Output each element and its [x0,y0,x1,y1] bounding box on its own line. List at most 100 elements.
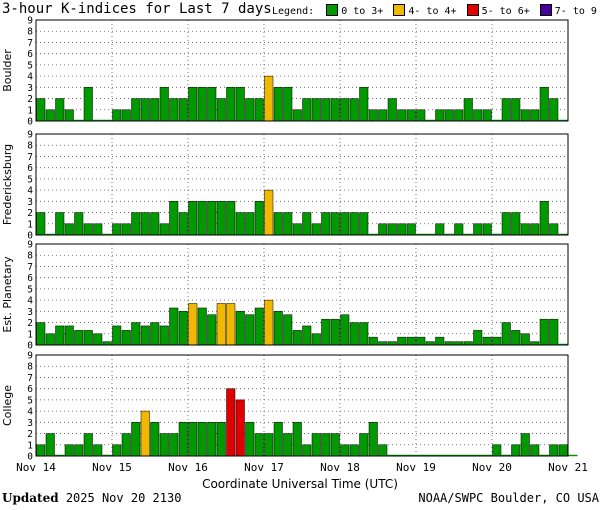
k-index-bar [216,303,226,346]
y-tick-label: 7 [27,152,33,163]
k-index-bar [473,223,483,236]
panel-frame [35,243,569,346]
k-index-bar [321,318,331,346]
k-index-bar [463,341,473,346]
k-index-bar [83,87,93,122]
k-index-bar [36,444,46,457]
y-tick-label: 5 [27,284,33,295]
k-index-bar [254,98,264,122]
y-tick-label: 0 [27,341,33,352]
y-tick-label: 2 [27,94,33,105]
y-tick-label: 8 [27,362,33,373]
legend-item-label: 4- to 4+ [408,6,457,17]
k-index-bar [207,201,217,236]
y-tick-label: 6 [27,49,33,60]
k-index-bar [359,433,369,457]
k-index-bar [302,212,312,236]
k-index-bar [93,223,103,236]
panel-label: Boulder [1,49,14,92]
k-index-bar [549,98,559,122]
y-tick-label: 0 [27,231,33,242]
k-index-bar [340,444,350,457]
k-index-bar [216,422,226,457]
y-tick-label: 4 [27,296,33,307]
k-index-bar [83,433,93,457]
k-index-bar [245,314,255,346]
k-index-bar [197,87,207,122]
k-index-bar [121,330,131,346]
k-index-bar [131,98,141,122]
y-tick-label: 6 [27,273,33,284]
k-index-bar [169,433,179,457]
k-index-bar [226,87,236,122]
k-index-bar [378,109,388,122]
legend-item-severe: 7- to 9 [539,4,597,17]
k-index-bar [416,336,426,346]
k-index-bar [530,109,540,122]
k-index-bar [112,109,122,122]
legend-label: Legend: [272,6,315,17]
y-tick-label: 0 [27,452,33,463]
k-index-bar [283,87,293,122]
legend-swatch [466,4,479,16]
k-index-bar [292,109,302,122]
k-index-bar [330,318,340,346]
k-index-bar [226,201,236,236]
y-tick-label: 0 [27,117,33,128]
updated-stamp: Updated 2025 Nov 20 2130 [2,491,181,505]
panel-label: Fredericksburg [1,144,14,225]
k-index-bar [235,399,245,457]
y-tick-label: 1 [27,105,33,116]
k-index-bar [83,223,93,236]
k-index-bar [330,433,340,457]
legend-item-quiet: 0 to 3+ [326,4,383,17]
k-index-bar [539,87,549,122]
legend-item-label: 5- to 6+ [481,6,530,17]
k-index-bar [178,311,188,346]
y-tick-label: 7 [27,373,33,384]
k-index-bar [169,98,179,122]
legend: Legend: 0 to 3+ 4- to 4+ 5- to 6+ 7- to … [272,4,600,17]
k-index-bar [378,223,388,236]
k-index-bar [264,433,274,457]
k-index-bar [245,212,255,236]
k-index-bar [102,341,112,346]
k-index-bar [482,109,492,122]
k-index-bar [197,201,207,236]
k-index-bar [64,223,74,236]
k-index-bar [321,433,331,457]
legend-swatch [539,4,552,16]
k-index-bar [340,314,350,346]
legend-item-label: 0 to 3+ [341,6,384,17]
k-index-bar [150,322,160,346]
k-index-bar [530,341,540,346]
k-index-bar [349,212,359,236]
k-index-bar [150,422,160,457]
k-index-bar [378,341,388,346]
k-index-bar [311,433,321,457]
k-index-bar [36,322,46,346]
x-axis-label: Coordinate Universal Time (UTC) [202,477,398,491]
k-index-bar [55,212,65,236]
y-tick-label: 8 [27,251,33,262]
y-tick-label: 3 [27,197,33,208]
chart-title: 3-hour K-indices for Last 7 days [2,1,272,17]
k-index-bar [140,325,150,346]
y-tick-label: 9 [27,351,33,362]
panel-frame [35,354,569,457]
y-tick-label: 7 [27,262,33,273]
y-tick-label: 4 [27,186,33,197]
k-index-bar [311,98,321,122]
k-index-bar [520,333,530,346]
k-index-bar [435,223,445,236]
k-index-bar [159,87,169,122]
k-index-bar [150,212,160,236]
k-index-bar [302,325,312,346]
y-tick-label: 6 [27,163,33,174]
k-index-bar [131,212,141,236]
k-index-bar [254,307,264,346]
x-tick-label: Nov 17 [244,461,284,474]
k-index-bar [159,325,169,346]
legend-swatch [326,4,339,16]
k-index-bar [264,299,274,346]
